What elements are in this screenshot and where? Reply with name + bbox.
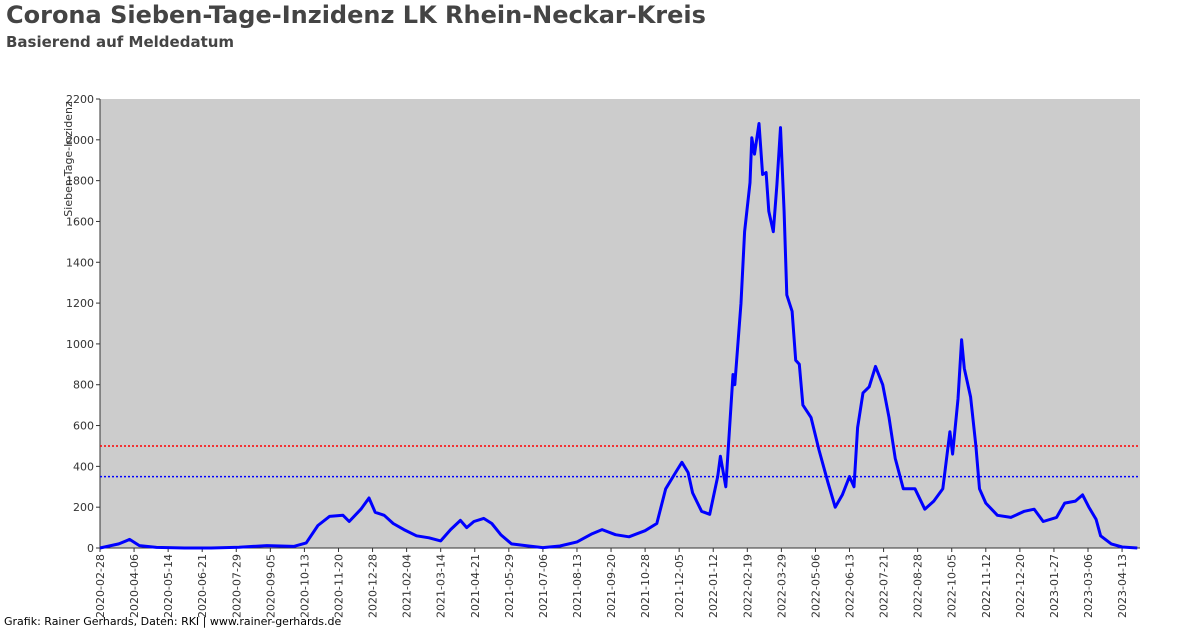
plot-background	[100, 99, 1140, 548]
x-tick-label: 2020-11-20	[332, 554, 345, 618]
x-tick-label: 2022-07-21	[878, 554, 891, 618]
x-tick-label: 2021-02-04	[401, 554, 414, 618]
x-tick-label: 2021-08-13	[571, 554, 584, 618]
x-tick-label: 2023-04-13	[1116, 554, 1129, 618]
x-tick-label: 2021-09-20	[605, 554, 618, 618]
x-tick-label: 2022-01-12	[707, 554, 720, 618]
x-tick-label: 2021-07-06	[537, 554, 550, 618]
data-line	[99, 122, 1138, 550]
x-tick-label: 2020-06-21	[196, 554, 209, 618]
y-tick-label: 1000	[66, 338, 94, 351]
y-tick-label: 2000	[66, 134, 94, 147]
chart-subtitle: Basierend auf Meldedatum	[6, 33, 234, 51]
x-tick-label: 2022-05-06	[809, 554, 822, 618]
y-tick-label: 2200	[66, 93, 94, 106]
y-tick-label: 400	[73, 460, 94, 473]
x-tick-label: 2020-04-06	[128, 554, 141, 618]
x-tick-label: 2020-05-14	[162, 554, 175, 618]
x-tick-label: 2021-03-14	[435, 554, 448, 618]
y-tick-label: 200	[73, 501, 94, 514]
x-tick-label: 2022-06-13	[844, 554, 857, 618]
footer: Grafik: Rainer Gerhards, Daten: RKI | ww…	[4, 615, 342, 628]
chart-title: Corona Sieben-Tage-Inzidenz LK Rhein-Nec…	[6, 1, 706, 29]
x-tick-label: 2020-02-28	[94, 554, 107, 618]
x-tick-label: 2023-01-27	[1048, 554, 1061, 618]
x-tick-label: 2022-11-12	[980, 554, 993, 618]
x-tick-label: 2020-10-13	[298, 554, 311, 618]
x-tick-label: 2020-12-28	[367, 554, 380, 618]
y-tick-label: 0	[87, 542, 94, 555]
x-tick-label: 2020-09-05	[264, 554, 277, 618]
x-tick-label: 2023-03-06	[1082, 554, 1095, 618]
y-axis-label: Sieben-Tage-Inzidenz	[62, 101, 75, 217]
y-tick-label: 1800	[66, 175, 94, 188]
x-tick-label: 2021-12-05	[673, 554, 686, 618]
x-tick-label: 2022-10-05	[946, 554, 959, 618]
x-tick-label: 2022-02-19	[741, 554, 754, 618]
x-tick-label: 2020-07-29	[230, 554, 243, 618]
y-tick-label: 1600	[66, 215, 94, 228]
x-tick-label: 2022-12-20	[1014, 554, 1027, 618]
y-tick-label: 1200	[66, 297, 94, 310]
x-tick-label: 2022-08-28	[912, 554, 925, 618]
x-tick-label: 2021-04-21	[469, 554, 482, 618]
y-tick-label: 800	[73, 379, 94, 392]
x-tick-label: 2022-03-29	[775, 554, 788, 618]
x-tick-label: 2021-05-29	[503, 554, 516, 618]
y-tick-label: 600	[73, 420, 94, 433]
x-tick-label: 2021-10-28	[639, 554, 652, 618]
y-tick-label: 1400	[66, 256, 94, 269]
